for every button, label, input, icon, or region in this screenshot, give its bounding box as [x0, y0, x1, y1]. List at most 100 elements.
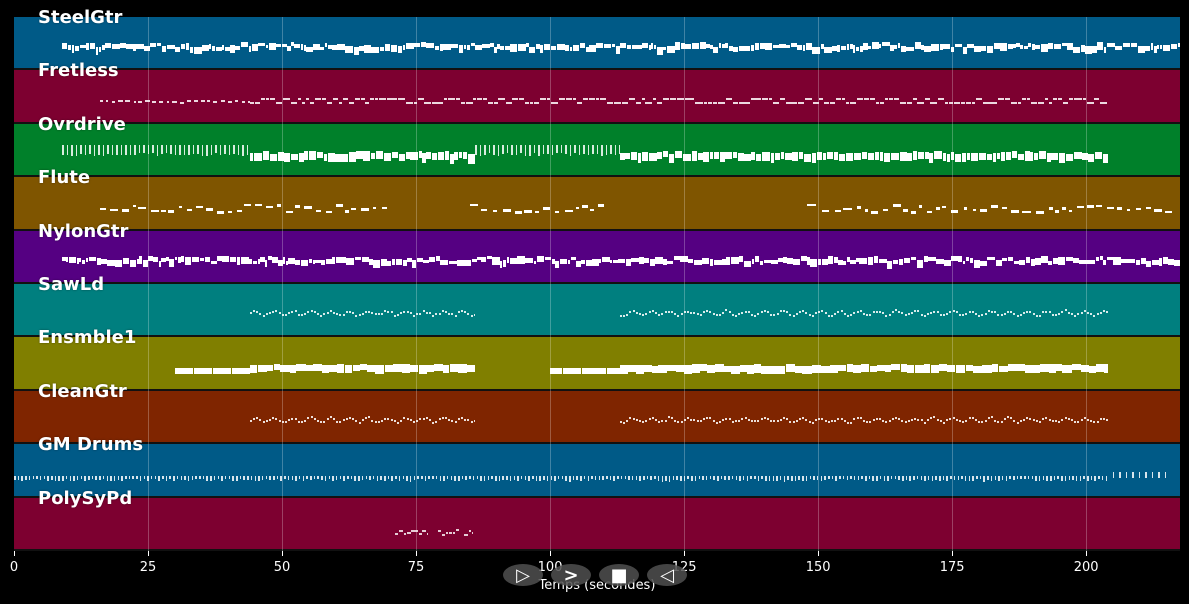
note [572, 45, 580, 51]
note [267, 255, 272, 260]
note [962, 420, 965, 423]
note [1004, 97, 1010, 100]
note [150, 475, 153, 479]
note [952, 416, 955, 419]
note [25, 475, 27, 481]
note [979, 152, 987, 161]
note [410, 365, 419, 372]
note [185, 43, 190, 50]
note [312, 364, 322, 371]
note [627, 364, 637, 372]
note [713, 47, 719, 53]
note [902, 475, 904, 482]
note [169, 475, 171, 479]
note [402, 475, 404, 480]
note [435, 313, 438, 316]
stop-button[interactable]: ■ [599, 564, 639, 586]
note [920, 475, 922, 481]
note [836, 97, 842, 100]
note [722, 258, 726, 265]
note [1083, 417, 1086, 420]
note [789, 421, 792, 424]
note [894, 417, 897, 420]
note [284, 153, 290, 163]
note [1065, 257, 1073, 262]
note [892, 260, 899, 265]
note [543, 43, 551, 51]
note [303, 44, 306, 52]
note [524, 475, 527, 481]
note [116, 145, 118, 155]
note [384, 475, 386, 481]
note [1007, 257, 1014, 262]
note [879, 101, 884, 104]
play-button[interactable]: ▷ [503, 564, 543, 586]
note [365, 416, 368, 419]
note [487, 101, 494, 104]
note [79, 258, 82, 263]
note [304, 419, 307, 422]
note [594, 367, 601, 374]
note [562, 367, 569, 374]
note [664, 419, 667, 422]
note [418, 151, 422, 159]
note [606, 367, 613, 374]
note [321, 475, 323, 480]
note [631, 257, 639, 262]
note [133, 100, 137, 103]
note [814, 312, 817, 315]
note [993, 101, 998, 104]
back-button[interactable]: ◁ [647, 564, 687, 586]
note [947, 153, 951, 162]
note [635, 475, 638, 480]
track-label: CleanGtr [38, 380, 127, 402]
note [326, 210, 333, 214]
note [559, 258, 567, 265]
note [297, 97, 302, 100]
note [158, 475, 160, 481]
note [403, 532, 407, 535]
note [397, 421, 400, 424]
note [445, 417, 448, 420]
note [583, 475, 586, 480]
note [1067, 311, 1070, 314]
note [1074, 97, 1078, 100]
note [481, 256, 487, 263]
note [272, 257, 278, 264]
note [861, 475, 863, 480]
note [990, 205, 998, 208]
note [778, 257, 783, 263]
note [1061, 42, 1067, 47]
note [493, 101, 498, 104]
note [751, 258, 755, 265]
note [313, 418, 316, 421]
note [610, 145, 612, 155]
note [978, 421, 981, 424]
note [278, 260, 283, 267]
note [143, 145, 145, 154]
note [294, 310, 297, 313]
note [1132, 471, 1134, 478]
note [1092, 45, 1097, 54]
note [1022, 419, 1025, 422]
note [1030, 258, 1035, 267]
forward-button[interactable]: > [551, 564, 591, 586]
note [955, 418, 958, 421]
note [840, 418, 843, 421]
note [325, 258, 332, 264]
note [810, 259, 818, 267]
note [461, 475, 464, 479]
x-tick-label: 75 [407, 560, 425, 575]
note [1177, 43, 1180, 47]
note [830, 420, 833, 423]
note [125, 99, 131, 102]
note [699, 42, 706, 49]
note [259, 313, 262, 316]
note [422, 530, 426, 533]
note [332, 475, 334, 482]
note [352, 364, 360, 371]
note [952, 310, 955, 313]
note [465, 475, 467, 480]
note [399, 530, 403, 533]
note [838, 364, 847, 371]
